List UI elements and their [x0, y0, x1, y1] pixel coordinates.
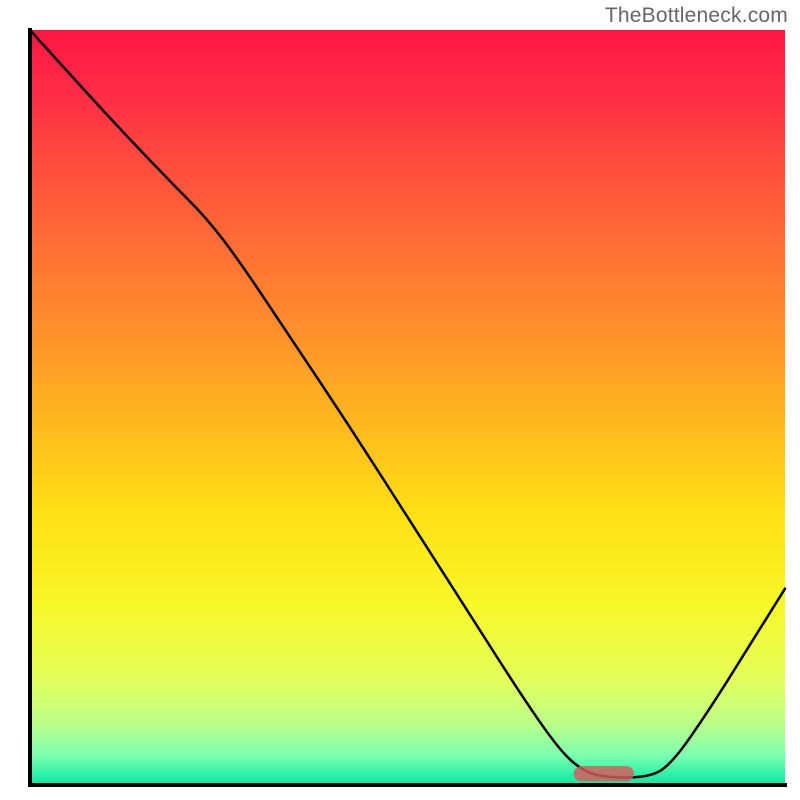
watermark-text: TheBottleneck.com — [605, 4, 788, 28]
chart-svg — [0, 0, 800, 800]
bottleneck-chart: TheBottleneck.com — [0, 0, 800, 800]
optimal-marker — [574, 766, 634, 781]
plot-background — [30, 30, 785, 785]
